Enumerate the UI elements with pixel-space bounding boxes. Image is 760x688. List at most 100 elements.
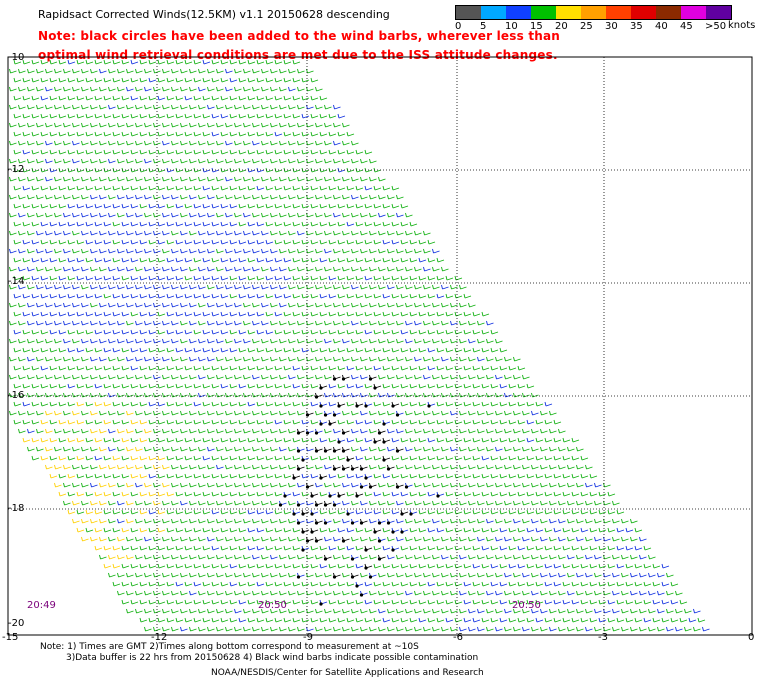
wind-barb — [364, 509, 373, 515]
wind-barb — [288, 284, 296, 290]
wind-barb — [292, 239, 301, 245]
wind-barb — [346, 365, 355, 371]
wind-barb — [153, 410, 161, 416]
wind-barb — [166, 221, 175, 227]
wind-barb — [225, 590, 233, 596]
contamination-dot — [341, 431, 346, 435]
wind-barb — [346, 491, 355, 497]
wind-barb — [180, 212, 188, 218]
wind-barb — [117, 140, 125, 146]
wind-barb — [396, 302, 404, 308]
wind-barb — [400, 347, 409, 353]
wind-barb — [243, 608, 251, 614]
wind-barb — [418, 311, 427, 317]
wind-barb — [481, 329, 490, 335]
wind-barb — [409, 527, 418, 533]
wind-barb — [234, 284, 242, 290]
wind-barb — [283, 455, 292, 461]
wind-barb — [157, 311, 166, 317]
contamination-dot — [409, 512, 413, 516]
wind-barb — [504, 572, 512, 578]
wind-barb — [225, 518, 233, 524]
wind-barb — [387, 626, 395, 632]
wind-barb — [414, 554, 422, 560]
wind-barb — [121, 383, 130, 389]
wind-barb — [198, 158, 206, 164]
wind-barb — [112, 59, 121, 65]
wind-barb — [283, 131, 292, 137]
wind-barb — [535, 563, 544, 569]
wind-barb — [495, 590, 503, 596]
wind-barb — [436, 383, 445, 389]
wind-barb — [171, 446, 179, 452]
wind-barb — [486, 428, 494, 434]
wind-barb — [531, 446, 539, 452]
wind-barb — [207, 266, 215, 272]
wind-barb — [319, 437, 328, 443]
wind-barb — [459, 554, 467, 560]
legend-unit: knots — [728, 20, 756, 31]
wind-barb — [265, 563, 274, 569]
wind-barb — [153, 392, 161, 398]
wind-barb — [40, 95, 49, 101]
wind-barb — [81, 338, 89, 344]
wind-barb — [531, 518, 539, 524]
wind-barb — [216, 302, 224, 308]
wind-barb — [387, 302, 395, 308]
wind-barb — [162, 518, 170, 524]
wind-barb — [364, 491, 373, 497]
wind-barb — [157, 203, 166, 209]
wind-barb — [238, 95, 247, 101]
wind-barb — [549, 626, 557, 632]
wind-barb — [216, 464, 224, 470]
wind-barb — [184, 77, 193, 83]
wind-barb — [418, 509, 427, 515]
wind-barb — [171, 572, 179, 578]
wind-barb — [117, 482, 125, 488]
wind-barb — [265, 221, 274, 227]
contamination-dot — [314, 521, 319, 525]
wind-barb — [157, 293, 166, 299]
wind-barb — [243, 302, 251, 308]
wind-barb — [157, 185, 166, 191]
wind-barb — [121, 185, 130, 191]
wind-barb — [355, 455, 364, 461]
wind-barb — [198, 230, 206, 236]
wind-barb — [535, 473, 544, 479]
wind-barb — [99, 212, 107, 218]
wind-barb — [126, 302, 134, 308]
wind-barb — [499, 581, 508, 587]
wind-barb — [252, 392, 260, 398]
wind-barb — [36, 194, 44, 200]
wind-barb — [315, 626, 323, 632]
wind-barb — [459, 608, 467, 614]
wind-barb — [135, 572, 143, 578]
wind-barb — [315, 86, 323, 92]
wind-barb — [459, 284, 467, 290]
wind-barb — [445, 383, 454, 389]
wind-barb — [319, 563, 328, 569]
wind-barb — [540, 536, 548, 542]
wind-barb — [351, 230, 359, 236]
wind-barb — [315, 248, 323, 254]
wind-barb — [9, 248, 17, 254]
wind-barb — [126, 374, 134, 380]
wind-barb — [427, 455, 436, 461]
wind-barb — [171, 356, 179, 362]
wind-barb — [189, 266, 197, 272]
wind-barb — [166, 149, 175, 155]
wind-barb — [72, 320, 80, 326]
wind-barb — [229, 419, 238, 425]
wind-barb — [265, 365, 274, 371]
wind-barb — [504, 590, 512, 596]
wind-barb — [265, 185, 274, 191]
wind-barb — [432, 572, 440, 578]
wind-barb — [333, 302, 341, 308]
wind-barb — [171, 104, 179, 110]
wind-barb — [18, 158, 26, 164]
wind-barb — [58, 383, 67, 389]
wind-barb — [144, 572, 152, 578]
wind-barb — [175, 473, 184, 479]
wind-barb — [153, 518, 161, 524]
wind-barb — [76, 185, 85, 191]
